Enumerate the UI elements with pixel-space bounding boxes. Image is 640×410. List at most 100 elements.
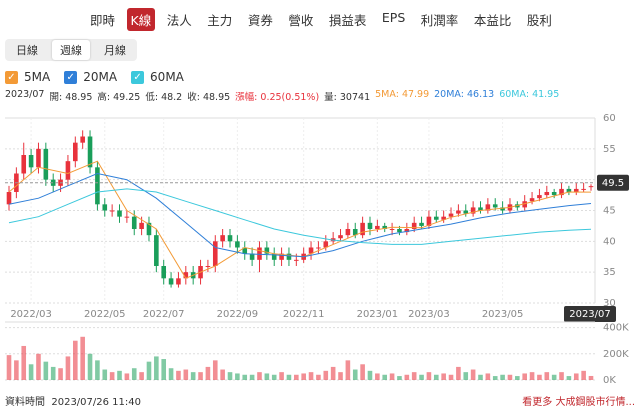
volume-bar [485,373,491,380]
candle-body [411,222,417,229]
tab[interactable]: 股利 [526,13,552,28]
x-tick-label: 2022/07 [143,309,185,320]
info-label: 漲幅: [235,92,258,103]
x-tick-label: 2022/09 [217,309,259,320]
info-label: 量: [324,92,337,103]
candle-body [389,229,395,230]
candle-body [102,204,108,211]
volume-bar [154,356,159,380]
candle-body [323,241,329,248]
candle-body [212,241,218,266]
candle-body [382,225,388,229]
volume-bar [581,370,586,380]
volume-bar [235,373,240,380]
volume-bar [168,368,174,380]
volume-bar [205,366,211,380]
volume-bar [411,372,417,380]
y-tick-label: 45 [603,206,616,217]
legend-checkbox[interactable]: ✓ [131,70,145,84]
volume-bar [448,374,454,380]
candle-body [485,204,491,211]
candle-body [367,222,373,229]
volume-bar [419,374,424,380]
candle-body [375,225,380,229]
tab[interactable]: K線 [126,8,156,31]
candle-body [522,201,527,208]
candle-body [559,188,564,196]
volume-bar [190,372,196,380]
info-item: 開: 48.95 [49,89,92,103]
x-tick-label: 2022/05 [84,309,126,320]
info-value: 30741 [339,92,371,103]
last-date-label: 2023/07 [569,309,611,320]
tab[interactable]: 本益比 [473,13,512,28]
info-value: 46.13 [467,89,495,100]
candle-body [87,136,93,168]
tab[interactable]: 營收 [288,13,314,28]
volume-bar [404,374,410,380]
candle-body [397,229,402,233]
volume-bar [316,374,321,380]
legend-item[interactable]: ✓ 5MA [5,70,50,84]
volume-bar [360,364,365,380]
candle-body [249,253,255,260]
data-time: 資料時間 2023/07/26 11:40 [5,393,141,408]
volume-bar [301,373,306,380]
volume-bar [87,353,93,380]
volume-bar [463,372,469,380]
period-tab[interactable]: 週線 [52,40,90,60]
legend-label: 5MA [24,70,51,84]
volume-bar [117,370,122,380]
candle-body [220,235,225,242]
period-tab[interactable]: 月線 [104,44,126,57]
tab[interactable]: 即時 [90,13,116,28]
volume-tick-label: 0K [603,375,616,386]
legend-item[interactable]: ✓ 60MA [131,70,184,84]
tab[interactable]: 資券 [247,13,273,28]
tab[interactable]: 法人 [166,13,192,28]
x-tick-label: 2023/05 [482,309,524,320]
tab[interactable]: 損益表 [328,13,367,28]
candle-body [551,192,557,196]
info-item: 收: 48.95 [187,89,230,103]
volume-bar [242,374,248,380]
tab[interactable]: 主力 [207,13,233,28]
candle-body [345,229,351,236]
info-row: 2023/07 開: 48.95 高: 49.25 低: 48.2 收: 48.95 漲… [5,89,559,103]
candle-body [28,155,34,168]
footer: 資料時間 2023/07/26 11:40 看更多 大成鋼股市行情... [5,393,635,408]
candle-body [500,207,505,211]
candle-body [544,192,550,196]
more-link[interactable]: 看更多 大成鋼股市行情... [522,397,635,408]
volume-bar [478,374,483,380]
candle-body [286,253,292,260]
volume-bar [492,376,498,380]
x-tick-label: 2022/11 [283,309,325,320]
info-item: 低: 48.2 [145,89,182,103]
candle-body [43,148,49,180]
candle-body [242,247,248,254]
volume-bar [50,366,56,380]
volume-bar [131,368,137,380]
candle-body [573,188,579,192]
tab-bar: 即時 K線 法人 主力 資券 營收 損益表 EPS 利潤率 本益比 股利 [86,8,556,31]
time: 2023/07/26 11:40 [51,397,141,408]
legend-item[interactable]: ✓ 20MA [64,70,117,84]
volume-bar [36,353,41,380]
period-tab[interactable]: 日線 [16,44,38,57]
volume-bar [367,370,373,380]
volume-bar [198,372,203,380]
volume-bar [566,376,572,380]
legend-label: 20MA [83,70,118,84]
volume-bar [522,373,527,380]
volume-bar [375,373,380,380]
legend-checkbox[interactable]: ✓ [64,70,78,84]
candle-body [95,167,100,205]
candle-body [235,241,240,248]
legend-checkbox[interactable]: ✓ [5,70,18,84]
tab[interactable]: 利潤率 [420,13,459,28]
volume-bar [161,359,167,380]
candle-body [205,266,211,267]
volume-bar [352,369,358,380]
tab[interactable]: EPS [381,10,406,25]
